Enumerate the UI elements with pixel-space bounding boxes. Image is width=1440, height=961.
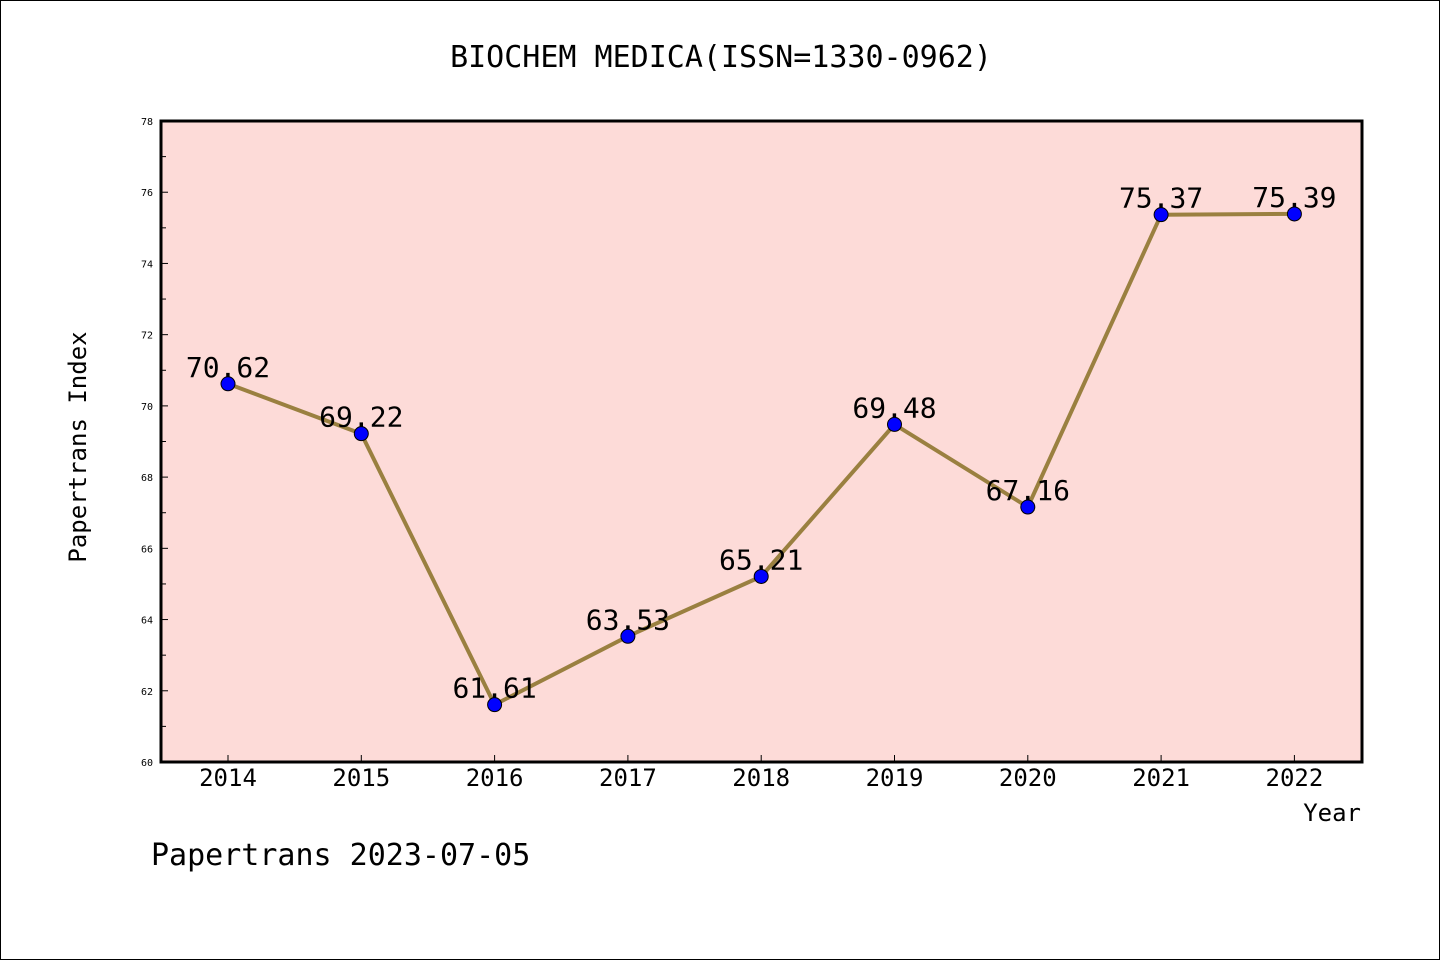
data-series: 70.62 69.22 61.61 63.53 65.21 69.48 67.16 75.37… [186,181,1337,713]
data-label: 70.62 [186,351,270,384]
x-tick-label: 2019 [866,764,924,792]
x-tick-label: 2016 [466,764,524,792]
data-point [887,416,902,432]
data-label: 67.16 [986,474,1070,507]
data-point [620,628,636,644]
y-tick-label: 72 [141,331,153,342]
footer-stamp: Papertrans 2023-07-05 [151,838,530,873]
y-tick-label: 76 [141,188,153,199]
data-label: 69.22 [319,401,403,434]
x-tick-label: 2020 [999,764,1057,792]
y-tick-label: 78 [141,117,153,128]
data-point [1286,206,1302,222]
data-point [220,376,236,392]
x-tick-label: 2022 [1266,764,1324,792]
y-tick-label: 74 [141,259,153,270]
y-tick-label: 62 [141,687,153,698]
x-tick-label: 2021 [1132,764,1190,792]
y-axis-label: Papertrans Index [64,331,92,562]
x-axis-label: Year [1303,799,1361,827]
plot-area [159,119,1364,764]
x-tick-label: 2017 [599,764,657,792]
y-tick-label: 68 [141,473,153,484]
x-tick-label: 2014 [199,764,257,792]
y-axis-ticks: 60 62 64 66 68 70 72 74 76 78 [141,117,168,769]
data-point [487,697,503,713]
x-tick-label: 2018 [732,764,790,792]
y-tick-label: 70 [141,402,153,413]
data-point [753,568,769,584]
data-label: 75.37 [1119,182,1203,215]
x-axis-ticks: 2014 2015 2016 2017 2018 2019 2020 2021 2022 [199,755,1323,792]
x-tick-label: 2015 [332,764,390,792]
data-point [353,426,369,442]
y-tick-label: 66 [141,544,153,555]
y-tick-label: 64 [141,616,153,627]
data-label: 63.53 [586,603,670,636]
data-point [1153,207,1169,223]
data-point [1020,499,1036,515]
data-label: 65.21 [719,543,803,576]
data-label: 61.61 [452,672,536,705]
chart-title: BIOCHEM MEDICA(ISSN=1330-0962) [450,40,992,75]
data-label: 75.39 [1252,181,1336,214]
data-label: 69.48 [852,391,936,424]
y-tick-label: 60 [141,758,153,769]
